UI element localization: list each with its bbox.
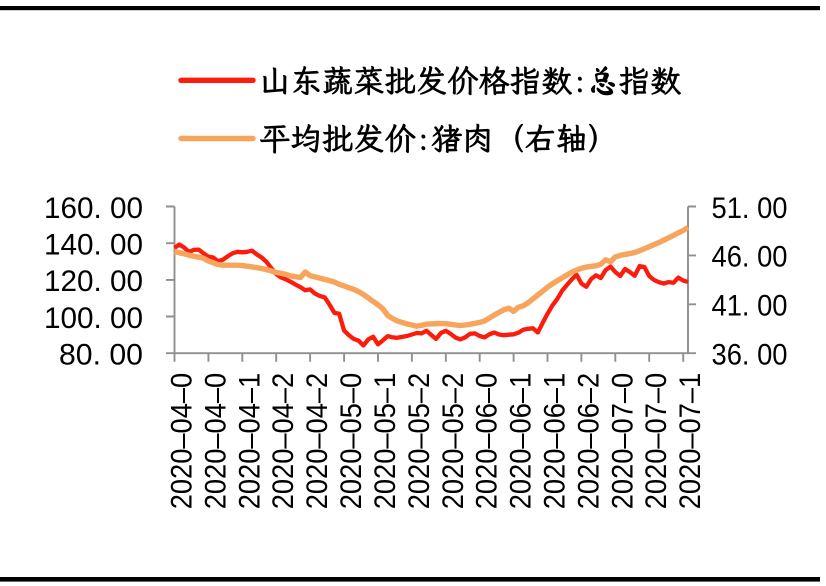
svg-text:41. 00: 41. 00 <box>712 290 788 323</box>
svg-text:2020–07–0: 2020–07–0 <box>606 373 639 510</box>
svg-text:2020–05–2: 2020–05–2 <box>403 373 436 510</box>
svg-text:160. 00: 160. 00 <box>44 192 143 225</box>
svg-text:100. 00: 100. 00 <box>44 302 143 335</box>
svg-text:2020–05–2: 2020–05–2 <box>437 373 470 510</box>
svg-text:120. 00: 120. 00 <box>44 265 143 298</box>
svg-text:2020–05–1: 2020–05–1 <box>369 373 402 510</box>
svg-text:2020–06–1: 2020–06–1 <box>539 373 572 510</box>
svg-text:2020–05–0: 2020–05–0 <box>335 373 368 510</box>
svg-text:2020–04–1: 2020–04–1 <box>233 373 266 510</box>
svg-text:51. 00: 51. 00 <box>712 192 788 225</box>
svg-text:2020–04–0: 2020–04–0 <box>166 373 199 510</box>
svg-text:2020–06–1: 2020–06–1 <box>505 373 538 510</box>
svg-text:140. 00: 140. 00 <box>44 229 143 262</box>
svg-text:2020–06–0: 2020–06–0 <box>471 373 504 510</box>
svg-text:2020–07–1: 2020–07–1 <box>674 373 707 510</box>
svg-text:36. 00: 36. 00 <box>712 339 788 372</box>
svg-text:2020–04–2: 2020–04–2 <box>267 373 300 510</box>
svg-text:2020–06–2: 2020–06–2 <box>572 373 605 510</box>
svg-text:80. 00: 80. 00 <box>59 339 143 372</box>
svg-text:2020–04–0: 2020–04–0 <box>199 373 232 510</box>
svg-text:46. 00: 46. 00 <box>712 241 788 274</box>
svg-text:2020–04–2: 2020–04–2 <box>301 373 334 510</box>
svg-text:2020–07–0: 2020–07–0 <box>640 373 673 510</box>
